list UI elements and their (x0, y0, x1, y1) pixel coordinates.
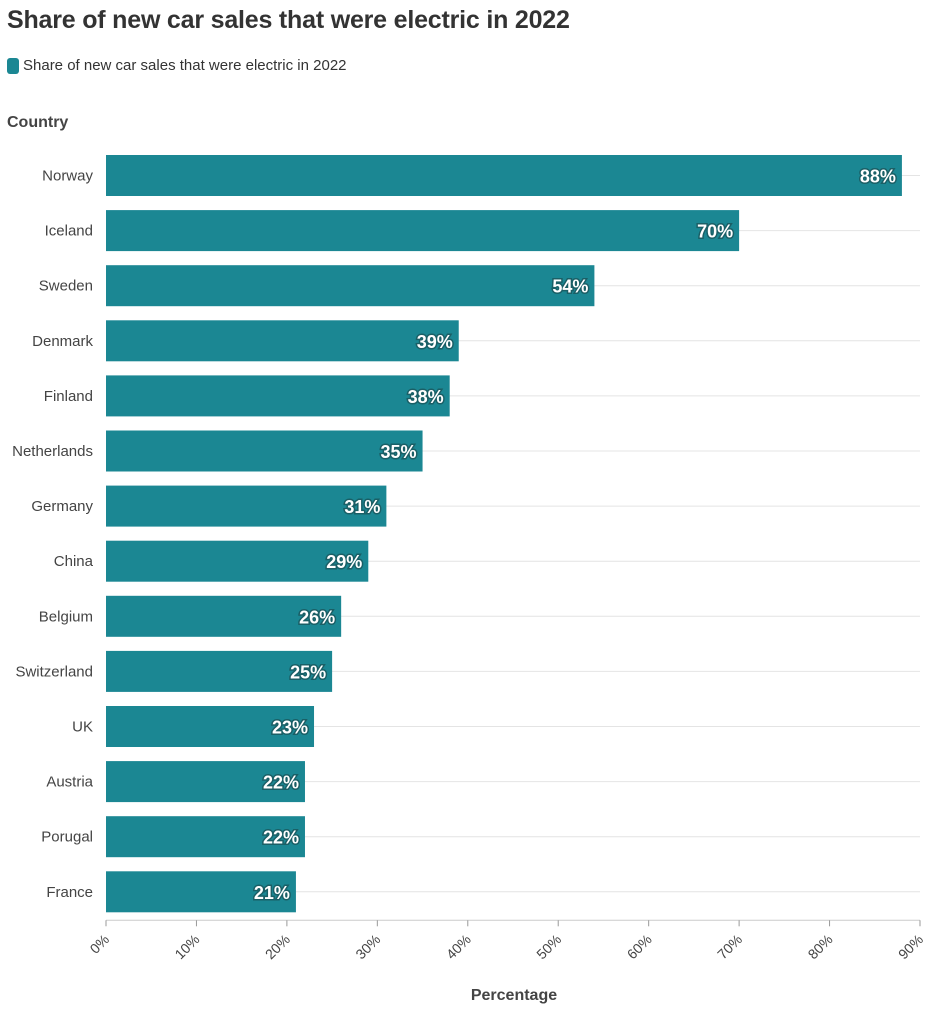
x-tick-label: 40% (443, 931, 474, 962)
data-label: 23% (272, 718, 308, 738)
bar-germany (106, 485, 387, 527)
category-labels: Norway Iceland Sweden Denmark Finland Netherl… (12, 168, 94, 901)
data-label: 22% (263, 828, 299, 848)
category-label: Switzerland (15, 663, 93, 680)
x-tick-label: 50% (533, 931, 564, 962)
data-label: 25% (290, 662, 326, 682)
legend-label: Share of new car sales that were electri… (23, 57, 347, 74)
bar-belgium (106, 595, 342, 637)
legend-swatch (7, 57, 19, 74)
data-label: 54% (552, 277, 588, 297)
data-label: 21% (254, 883, 290, 903)
bar-porugal (106, 816, 305, 858)
data-label: 29% (326, 552, 362, 572)
bar-france (106, 871, 296, 913)
category-label: China (54, 553, 94, 570)
x-tick-label: 30% (352, 931, 383, 962)
data-labels: 88% 70% 54% 39% 38% 35% 31% 29% 26% 25% 23% 22% 22% 2… (252, 165, 897, 904)
x-axis-title: Percentage (471, 987, 557, 1004)
bar-china (106, 540, 369, 582)
bar-netherlands (106, 430, 423, 472)
data-label: 31% (344, 497, 380, 517)
data-label: 39% (417, 332, 453, 352)
category-label: Norway (42, 168, 93, 185)
bar-finland (106, 375, 450, 417)
bar-switzerland (106, 650, 333, 692)
legend: Share of new car sales that were electri… (7, 57, 347, 74)
bar-denmark (106, 320, 459, 362)
category-label: France (46, 884, 93, 901)
x-tick-label: 90% (895, 931, 926, 962)
category-label: Netherlands (12, 443, 93, 460)
bar-iceland (106, 210, 740, 252)
data-label: 22% (263, 773, 299, 793)
x-tick-label: 70% (714, 931, 745, 962)
x-tick-label: 0% (86, 931, 112, 957)
data-label: 70% (697, 222, 733, 242)
category-label: Denmark (32, 333, 93, 350)
category-label: Belgium (39, 608, 93, 625)
data-label: 26% (299, 607, 335, 627)
x-axis: 0% 10% 20% 30% 40% 50% 60% 70% 80% 90% (86, 919, 926, 962)
bars (106, 155, 902, 913)
data-label: 38% (408, 387, 444, 407)
x-tick-label: 60% (624, 931, 655, 962)
data-label: 88% (860, 167, 896, 187)
chart-title: Share of new car sales that were electri… (7, 6, 570, 34)
category-label: Germany (31, 498, 93, 515)
x-tick-label: 10% (171, 931, 202, 962)
x-tick-label: 20% (262, 931, 293, 962)
bar-austria (106, 761, 305, 803)
y-axis-title: Country (7, 114, 68, 131)
category-label: Finland (44, 388, 93, 405)
bar-norway (106, 155, 902, 196)
bar-sweden (106, 265, 595, 307)
x-tick-label: 80% (805, 931, 836, 962)
category-label: Iceland (45, 223, 93, 240)
category-label: UK (72, 719, 93, 736)
category-label: Sweden (39, 278, 93, 295)
category-label: Austria (46, 774, 93, 791)
data-label: 35% (381, 442, 417, 462)
category-label: Porugal (41, 829, 93, 846)
bar-uk (106, 706, 315, 747)
